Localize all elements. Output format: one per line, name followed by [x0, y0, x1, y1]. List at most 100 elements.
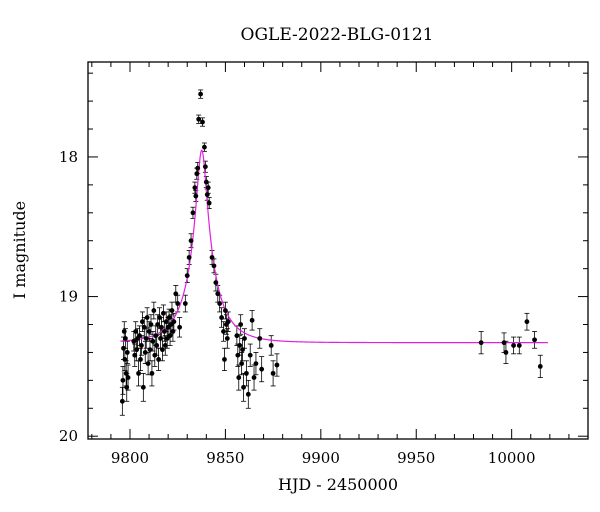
data-point — [150, 338, 156, 344]
x-tick-label: 9850 — [206, 449, 244, 467]
data-point — [134, 347, 140, 353]
y-axis-label: I magnitude — [10, 201, 29, 299]
data-point — [270, 370, 276, 376]
data-point — [139, 343, 144, 348]
data-point — [119, 398, 125, 404]
data-point — [238, 322, 244, 327]
data-point — [268, 343, 274, 348]
data-point — [161, 329, 167, 334]
axis-ticks — [88, 62, 589, 439]
data-point — [166, 315, 172, 320]
data-point — [186, 255, 192, 260]
data-point — [160, 310, 166, 316]
data-point — [274, 362, 280, 368]
data-point — [204, 192, 210, 198]
data-point — [162, 343, 168, 348]
x-tick-label: 9900 — [302, 449, 340, 467]
data-point — [235, 352, 241, 358]
data-point — [123, 370, 129, 376]
data-point — [158, 336, 163, 341]
data-point — [171, 319, 177, 325]
data-point — [141, 324, 147, 330]
data-point — [257, 336, 263, 341]
data-point — [122, 357, 128, 362]
data-point — [184, 273, 190, 279]
data-point — [202, 164, 208, 170]
data-point — [205, 185, 211, 191]
data-point — [236, 375, 242, 380]
error-bars — [119, 89, 543, 416]
data-point — [123, 336, 128, 341]
data-point — [177, 324, 183, 330]
data-point — [131, 338, 137, 344]
y-tick-label: 20 — [59, 427, 78, 445]
tick-labels: 9800 9850 9900 9950 10000 18 19 20 — [59, 148, 536, 467]
data-point — [137, 333, 142, 339]
data-point — [198, 91, 203, 97]
data-point — [157, 315, 162, 320]
data-point — [190, 210, 196, 216]
data-point — [133, 329, 139, 334]
chart-title: OGLE-2022-BLG-0121 — [241, 25, 434, 45]
data-point — [175, 301, 181, 306]
plot-frame — [87, 61, 589, 440]
data-point — [169, 308, 175, 313]
data-point — [253, 361, 259, 366]
data-point — [138, 357, 143, 362]
data-point — [249, 317, 255, 323]
data-point — [121, 345, 126, 351]
data-point — [200, 119, 205, 125]
data-point — [142, 350, 148, 355]
y-tick-label: 19 — [59, 288, 78, 306]
data-point — [251, 375, 257, 380]
data-point — [217, 301, 223, 306]
data-point — [140, 384, 146, 390]
data-point — [124, 350, 130, 355]
data-point — [188, 238, 194, 244]
data-points — [119, 91, 543, 404]
data-point — [182, 301, 188, 306]
data-point — [243, 370, 249, 376]
data-point — [124, 384, 130, 390]
x-tick-label: 10000 — [488, 449, 536, 467]
data-point — [259, 366, 265, 372]
data-point — [511, 343, 516, 348]
data-point — [219, 315, 224, 320]
data-point — [163, 319, 169, 325]
data-point — [222, 357, 227, 362]
data-point — [155, 322, 161, 327]
data-point — [194, 171, 200, 177]
data-point — [148, 322, 154, 327]
data-point — [145, 361, 151, 366]
data-point — [202, 144, 207, 150]
data-point — [211, 263, 217, 269]
data-point — [524, 319, 530, 325]
data-point — [224, 336, 230, 341]
data-point — [215, 291, 221, 297]
data-point — [516, 343, 522, 348]
data-point — [478, 340, 484, 346]
data-point — [120, 377, 126, 383]
data-point — [139, 319, 145, 325]
data-point — [144, 315, 150, 320]
data-point — [242, 336, 247, 341]
data-point — [151, 308, 157, 313]
data-point — [234, 333, 240, 339]
data-point — [247, 352, 253, 358]
data-point — [239, 361, 245, 366]
data-point — [532, 337, 537, 343]
data-point — [206, 200, 212, 206]
data-point — [167, 333, 173, 339]
x-tick-label: 9800 — [111, 449, 149, 467]
data-point — [192, 185, 198, 191]
data-point — [240, 347, 245, 353]
data-point — [203, 179, 209, 185]
data-point — [147, 347, 153, 353]
data-point — [125, 375, 131, 380]
x-axis-label: HJD - 2450000 — [278, 475, 398, 494]
data-point — [146, 329, 152, 334]
data-point — [132, 352, 138, 358]
data-point — [209, 255, 215, 260]
y-tick-label: 18 — [59, 148, 78, 166]
